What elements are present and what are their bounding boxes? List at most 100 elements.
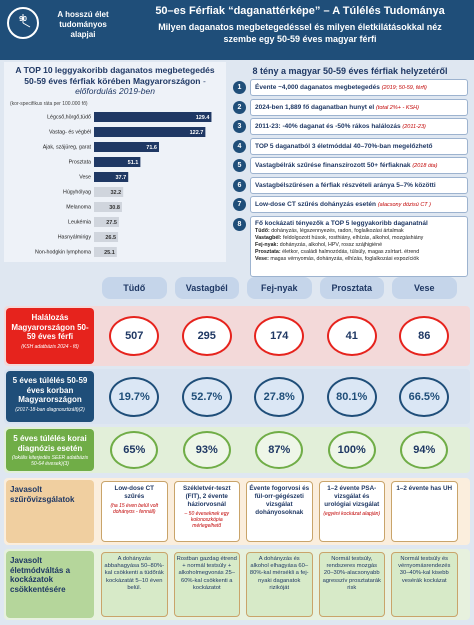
risk-line: Vese: magas vérnyomás, dohányzás, elhízá… [255, 256, 463, 262]
cell-value: 94% [400, 431, 449, 469]
cell-value: 65% [110, 431, 159, 469]
bar [94, 127, 206, 137]
cell-value: 52.7% [181, 376, 232, 417]
fact-number: 6 [233, 178, 246, 192]
row-label: 5 éves túlélés korai diagnózis esetén (lo… [6, 429, 94, 471]
cell-note: – 50 éveseknek egy kolonoszkópia mérlege… [184, 510, 229, 529]
column-header: Vese [392, 277, 457, 299]
fact-text: Fő kockázati tényezők a TOP 5 leggyakori… [255, 219, 428, 227]
risk-name: Tüdő: [255, 227, 270, 234]
row-label-text: 5 éves túlélés korai diagnózis esetén [13, 434, 87, 453]
cell-value: 174 [254, 316, 305, 356]
risk-text: magas vérnyomás, dohányzás, elhízás, fog… [270, 255, 420, 262]
fact-source: (2011-23) [402, 124, 426, 130]
chart-subtitle: - előfordulás 2019-ben [75, 75, 206, 97]
row-label: 5 éves túlélés 50-59 éves korban Magyaro… [6, 371, 94, 422]
chart-panel: A TOP 10 leggyakoribb daganatos megbeteg… [4, 62, 226, 262]
fact-box: TOP 5 daganatból 3 életmóddal 40–70%-ban… [250, 137, 468, 155]
risk-line: Tüdő: dohányzás, légszennyezés, radon, f… [255, 228, 463, 234]
badge-icon: 90 [7, 7, 39, 39]
fact-number: 5 [233, 159, 246, 172]
fact-source: (total 2%+ - KSH) [376, 104, 419, 111]
cell-value: 41 [326, 316, 377, 356]
cell-text: Normál testsúly és vérnyomásrendezés 30–… [398, 556, 451, 584]
column-header: Fej-nyak [247, 277, 312, 299]
cell-value: 87% [255, 431, 304, 469]
cell-value: 19.7% [109, 376, 160, 417]
risk-text: dohányzás, légszennyezés, radon, foglalk… [271, 227, 404, 234]
value-label: 51.1 [128, 160, 139, 166]
row-note: (KSH adatbázis 2024 - fő) [21, 343, 79, 350]
value-label: 27.5 [106, 220, 117, 226]
subtitle: Milyen daganatos megbetegedéssel és mily… [158, 22, 442, 45]
chart-note: (kor-specifikus ráta per 100.000 fő) [10, 101, 88, 107]
risk-text: életkor, családi halmozódás, túlsúly, ma… [282, 248, 420, 255]
cell-value: 100% [327, 431, 376, 469]
fact-box: Vastagbélszűrésen a férfiak részvételi a… [250, 176, 468, 194]
fact-number: 2 [233, 100, 246, 114]
bar [94, 187, 124, 197]
row-label: Javasolt életmódváltás a kockázatok csök… [6, 551, 94, 618]
risk-name: Fej-nyak: [255, 241, 279, 248]
column-header: Vastagbél [174, 277, 239, 299]
category-label: Vese [79, 174, 91, 180]
cell-text: Évente fogorvosi és fül-orr-gégészeti vi… [249, 485, 310, 516]
risk-text: dohányzás, alkohol, HPV, rossz szájhigié… [279, 241, 383, 248]
fact-box: 2011-23: -40% daganat és -50% rákos halá… [250, 118, 468, 135]
cell-box: Normál testsúly, rendszeres mozgás 20–30… [318, 552, 385, 617]
fact-text: 2011-23: -40% daganat és -50% rákos halá… [255, 123, 401, 130]
badge-text: A hosszú élet tudományos alapjai [57, 10, 109, 39]
row-label: Javasolt szűrővizsgálatok [6, 480, 94, 543]
cell-value: 93% [182, 431, 231, 469]
cell-text: Rostban gazdag étrend + normál testsúly … [176, 556, 237, 591]
bar [94, 142, 159, 152]
category-label: Leukémia [68, 219, 91, 225]
cell-box: Székletvér-teszt (FIT), 2 évente háziorv… [173, 481, 240, 542]
row-label-text: 5 éves túlélés 50-59 éves korban Magyaro… [12, 376, 88, 405]
cell-box: 1–2 évente has UH [391, 481, 458, 542]
fact-number: 7 [233, 198, 246, 211]
cell-box: Rostban gazdag étrend + normál testsúly … [173, 552, 240, 617]
chart: Légcső,hörgő,tüdő 129.4 Vastag- és végbél 1… [35, 112, 212, 257]
facts-title: 8 tény a magyar 50-59 éves férfiak helyz… [252, 66, 448, 76]
row-label-text: Javasolt életmódváltás a kockázatok csök… [10, 556, 71, 594]
title: 50–es Férfiak “daganattérképe” – A Túlél… [155, 5, 445, 17]
value-label: 122.7 [190, 130, 204, 136]
category-label: Ajak, szájüreg, garat [43, 144, 92, 150]
row-label-text: Halálozás Magyarországon 50-59 éves férf… [11, 313, 89, 342]
fact-text: Vastagbélrák szűrése finanszírozott 50+ … [255, 162, 411, 169]
value-label: 71.6 [146, 145, 157, 151]
fact-box: Fő kockázati tényezők a TOP 5 leggyakori… [250, 215, 468, 277]
chart-title: A TOP 10 leggyakoribb daganatos megbeteg… [12, 65, 218, 97]
risk-name: Prosztata: [255, 248, 281, 255]
cell-text: 1–2 évente PSA-vizsgálat és urológiai vi… [324, 485, 380, 508]
risk-line: Prosztata: életkor, családi halmozódás, … [255, 249, 463, 255]
fact-source: (2019; 50-59, férfi) [381, 85, 427, 91]
category-label: Non-hodgkin lymphoma [35, 249, 91, 255]
value-label: 32.2 [111, 190, 122, 196]
cell-box: Normál testsúly és vérnyomásrendezés 30–… [391, 552, 458, 617]
risk-text: feldolgozott húsok, rosthiány, elhízás, … [282, 234, 424, 241]
risk-line: Vastagbél: feldolgozott húsok, rosthiány… [255, 235, 463, 241]
bar [94, 247, 117, 257]
cell-value: 27.8% [254, 376, 305, 417]
category-label: Hasnyálmirigy [58, 234, 92, 240]
bar [94, 157, 141, 167]
badge: 90 [19, 16, 27, 23]
fact-number: 3 [233, 120, 246, 133]
fact-box: Évente ~4,000 daganatos megbetegedés (20… [250, 79, 468, 96]
cell-box: 1–2 évente PSA-vizsgálat és urológiai vi… [318, 481, 385, 542]
cell-text: Székletvér-teszt (FIT), 2 évente háziorv… [182, 485, 231, 508]
cell-box: Low-dose CT szűrés (ha 15 éven belül volt… [101, 481, 168, 542]
row-note: (2017-18-ban diagnosztizált)(2) [15, 406, 85, 413]
category-label: Melanoma [66, 204, 91, 210]
fact-number: 8 [233, 217, 246, 231]
cell-note: (ha 15 éven belül volt dohányos - fennál… [110, 502, 159, 515]
cell-box: A dohányzás és alkohol elhagyása 60–80%-… [246, 552, 313, 617]
fact-text: Évente ~4,000 daganatos megbetegedés [255, 84, 380, 91]
bar [94, 202, 122, 212]
bar [94, 112, 212, 122]
chart-title-text: A TOP 10 leggyakoribb daganatos megbeteg… [15, 65, 215, 86]
bar [94, 217, 119, 227]
